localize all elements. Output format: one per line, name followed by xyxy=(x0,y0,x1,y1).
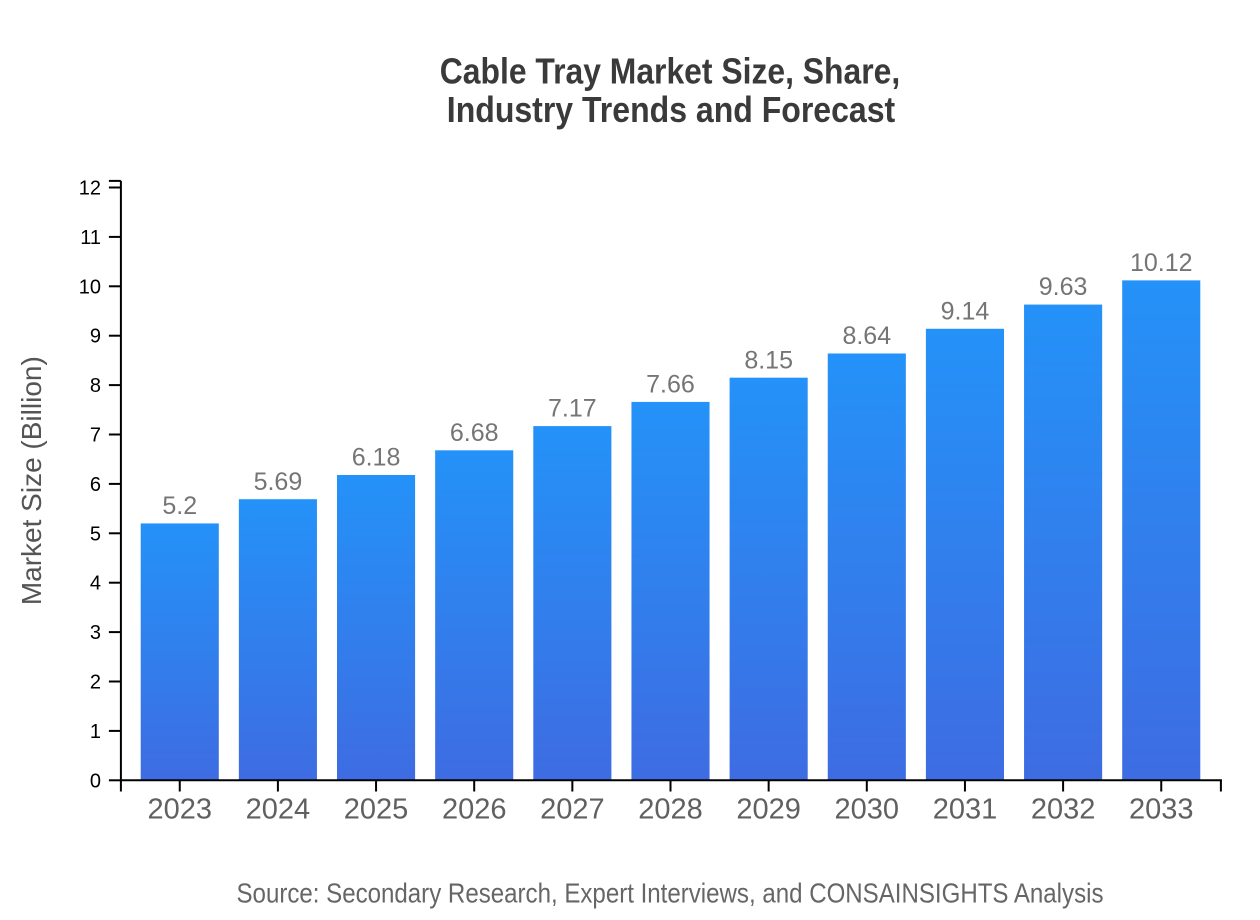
svg-text:9.63: 9.63 xyxy=(1039,273,1088,301)
svg-text:6: 6 xyxy=(90,474,101,496)
svg-text:Cable Tray Market Size, Share,: Cable Tray Market Size, Share, xyxy=(440,50,900,91)
svg-text:2023: 2023 xyxy=(147,794,212,826)
svg-text:2: 2 xyxy=(90,672,101,694)
svg-text:2031: 2031 xyxy=(933,794,998,826)
svg-text:9: 9 xyxy=(90,326,101,348)
svg-text:7.17: 7.17 xyxy=(548,395,597,423)
svg-text:2033: 2033 xyxy=(1129,794,1194,826)
svg-text:9.14: 9.14 xyxy=(941,297,990,325)
svg-text:6.68: 6.68 xyxy=(450,419,499,447)
svg-text:8.64: 8.64 xyxy=(842,322,891,350)
svg-text:7.66: 7.66 xyxy=(646,371,695,399)
svg-text:0: 0 xyxy=(90,770,101,792)
svg-text:11: 11 xyxy=(80,227,101,249)
svg-text:2028: 2028 xyxy=(638,794,703,826)
svg-text:2027: 2027 xyxy=(540,794,605,826)
svg-text:4: 4 xyxy=(90,573,101,595)
svg-text:3: 3 xyxy=(90,622,101,644)
svg-text:6.18: 6.18 xyxy=(352,444,401,472)
svg-text:Market Size (Billion): Market Size (Billion) xyxy=(16,356,47,605)
svg-text:5.69: 5.69 xyxy=(254,468,303,496)
svg-text:Industry Trends and Forecast: Industry Trends and Forecast xyxy=(447,89,895,130)
svg-text:2029: 2029 xyxy=(736,794,801,826)
svg-text:8.15: 8.15 xyxy=(744,346,793,374)
svg-text:5: 5 xyxy=(90,523,101,545)
svg-text:Source: Secondary Research, Ex: Source: Secondary Research, Expert Inter… xyxy=(237,878,1104,909)
svg-text:1: 1 xyxy=(90,721,101,743)
svg-text:2032: 2032 xyxy=(1031,794,1096,826)
svg-text:8: 8 xyxy=(90,375,101,397)
svg-text:2030: 2030 xyxy=(835,794,900,826)
svg-text:10.12: 10.12 xyxy=(1130,249,1193,277)
svg-text:5.2: 5.2 xyxy=(162,492,197,520)
svg-text:2025: 2025 xyxy=(344,794,409,826)
svg-text:2024: 2024 xyxy=(246,794,311,826)
svg-text:2026: 2026 xyxy=(442,794,507,826)
svg-text:12: 12 xyxy=(79,178,101,200)
svg-text:10: 10 xyxy=(79,276,101,298)
svg-text:7: 7 xyxy=(90,425,101,447)
